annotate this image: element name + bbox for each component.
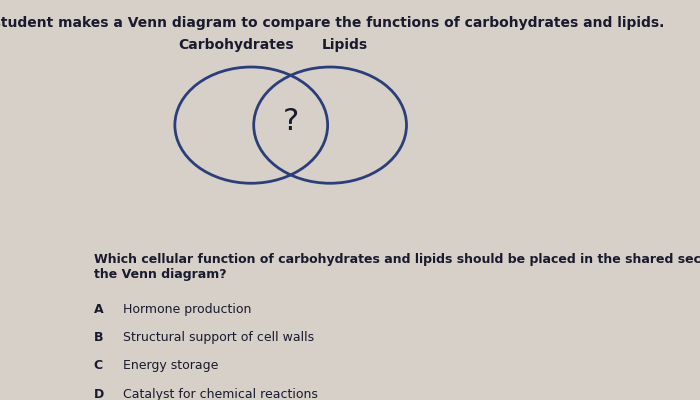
Text: Which cellular function of carbohydrates and lipids should be placed in the shar: Which cellular function of carbohydrates… <box>94 253 700 281</box>
Text: Carbohydrates: Carbohydrates <box>178 38 294 52</box>
Text: C: C <box>94 360 103 372</box>
Text: Structural support of cell walls: Structural support of cell walls <box>123 331 314 344</box>
Text: Energy storage: Energy storage <box>123 360 218 372</box>
Text: B: B <box>94 331 103 344</box>
Text: Hormone production: Hormone production <box>123 303 251 316</box>
Text: ?: ? <box>283 107 299 136</box>
Text: A: A <box>94 303 103 316</box>
Text: Lipids: Lipids <box>322 38 368 52</box>
Text: A student makes a Venn diagram to compare the functions of carbohydrates and lip: A student makes a Venn diagram to compar… <box>0 16 664 30</box>
Text: D: D <box>94 388 104 400</box>
Text: Catalyst for chemical reactions: Catalyst for chemical reactions <box>123 388 318 400</box>
